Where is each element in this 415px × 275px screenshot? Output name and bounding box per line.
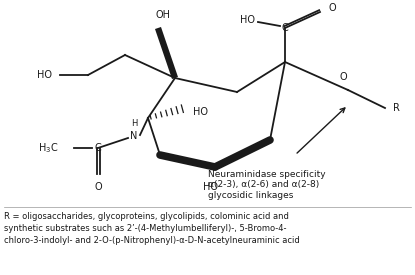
Text: O: O [328, 3, 336, 13]
Text: HO: HO [37, 70, 52, 80]
Text: OH: OH [156, 10, 171, 20]
Text: HO: HO [240, 15, 255, 25]
Text: R: R [393, 103, 400, 113]
Text: C: C [95, 143, 101, 153]
Text: H$_3$C: H$_3$C [38, 141, 58, 155]
Text: HO: HO [203, 182, 217, 192]
Text: O: O [94, 182, 102, 192]
Text: H: H [131, 119, 137, 128]
Text: Neuraminidase specificity
α(2-3), α(2-6) and α(2-8)
glycosidic linkages: Neuraminidase specificity α(2-3), α(2-6)… [208, 170, 326, 200]
Text: R = oligosaccharides, glycoproteins, glycolipids, colominic acid and
synthetic s: R = oligosaccharides, glycoproteins, gly… [4, 212, 300, 244]
Text: C: C [282, 23, 288, 33]
Text: N: N [130, 131, 138, 141]
Text: O: O [339, 72, 347, 82]
Text: HO: HO [193, 107, 208, 117]
